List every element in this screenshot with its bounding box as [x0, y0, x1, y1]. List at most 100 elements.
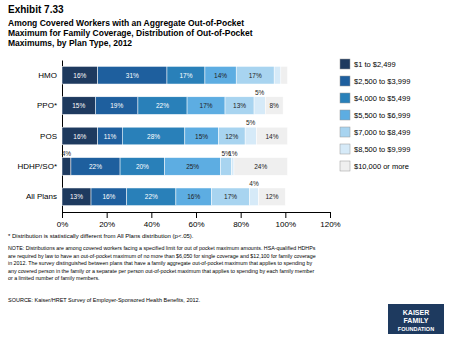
legend-swatch — [340, 110, 350, 120]
y-tick-label: All Plans — [26, 192, 57, 201]
data-labels: 13% 4% 16% 15% 16% 16% 22% 11% 19% 31% 22% 20% 28% 22… — [62, 72, 279, 201]
bar-segment — [256, 127, 287, 145]
y-tick: HMO — [38, 71, 62, 80]
data-label: 5% — [246, 119, 256, 126]
data-label: 15% — [195, 133, 208, 140]
legend-item: $10,000 or more — [340, 161, 409, 171]
x-tick: 20% — [99, 212, 115, 229]
legend-label: $7,000 to $8,499 — [354, 128, 410, 137]
data-label: 13% — [70, 193, 83, 200]
data-label: 8% — [269, 102, 279, 109]
data-label: 16% — [73, 72, 86, 79]
bar-segment — [167, 66, 205, 84]
bar-segment — [274, 66, 281, 84]
data-label: 25% — [186, 163, 199, 170]
bar-segment — [122, 127, 185, 145]
y-tick-label: HMO — [38, 71, 57, 80]
legend: $1 to $2,499$2,500 to $3,999$4,000 to $5… — [340, 59, 410, 171]
bar-segment — [91, 188, 127, 206]
bar-segment — [236, 66, 274, 84]
bar-segment — [127, 188, 176, 206]
data-label: 19% — [110, 102, 123, 109]
data-label: 16% — [187, 193, 200, 200]
legend-label: $2,500 to $3,999 — [354, 77, 410, 86]
y-tick: All Plans — [26, 192, 62, 201]
bar-segment — [98, 66, 167, 84]
x-axis: 0%20%40%60%80%100%120% — [57, 212, 341, 229]
data-label: 20% — [136, 163, 149, 170]
x-tick-mark — [196, 212, 197, 218]
data-label: 22% — [156, 102, 169, 109]
bar-segment — [259, 188, 286, 206]
footnote: NOTE: Distributions are among covered wo… — [8, 245, 316, 251]
bar-segment — [265, 97, 283, 115]
bar-segment — [232, 158, 234, 176]
x-tick-label: 100% — [276, 220, 296, 229]
legend-swatch — [340, 59, 350, 69]
title: Exhibit 7.33 — [8, 4, 64, 15]
series — [62, 66, 98, 205]
legend-item: $8,500 to $9,999 — [340, 144, 410, 154]
data-label: 16% — [73, 133, 86, 140]
x-tick: 60% — [188, 212, 204, 229]
legend-swatch — [340, 144, 350, 154]
bar-segment — [221, 158, 232, 176]
bar-segment — [234, 158, 288, 176]
series — [234, 66, 288, 205]
legend-swatch — [340, 127, 350, 137]
data-label: 12% — [265, 193, 278, 200]
y-tick-label: HDHP/SO* — [17, 162, 57, 171]
bar-segment — [250, 188, 259, 206]
bar-segment — [225, 97, 254, 115]
data-label: 11% — [104, 133, 117, 140]
bar-segment — [165, 158, 221, 176]
data-label: 1% — [228, 150, 238, 157]
x-tick: 120% — [320, 212, 340, 229]
data-label: 15% — [72, 102, 85, 109]
bar-segment — [98, 127, 123, 145]
x-tick-label: 40% — [144, 220, 160, 229]
chart: Exhibit 7.33 Among Covered Workers with a… — [0, 0, 450, 338]
bar-segment — [176, 188, 212, 206]
data-label: 5% — [255, 89, 265, 96]
subtitle: Maximums, by Plan Type, 2012 — [8, 38, 132, 48]
logo-text: FAMILY — [403, 317, 428, 324]
series — [71, 66, 167, 205]
data-label: 28% — [147, 133, 160, 140]
x-tick-label: 60% — [188, 220, 204, 229]
logo-text: KAISER — [403, 309, 429, 316]
x-tick-label: 120% — [320, 220, 340, 229]
bars — [62, 66, 288, 205]
y-axis: All Plans HDHP/SO* POS PPO* HMO — [17, 61, 62, 213]
data-label: 17% — [249, 72, 262, 79]
data-label: 22% — [145, 193, 158, 200]
legend-label: $8,500 to $9,999 — [354, 145, 410, 154]
bar-segment — [62, 97, 96, 115]
x-tick-label: 20% — [99, 220, 115, 229]
footnote: or a limited number of family members. — [8, 275, 100, 281]
bar-segment — [62, 158, 71, 176]
bar-segment — [120, 158, 165, 176]
logo-text: FOUNDATION — [398, 326, 434, 332]
data-label: 22% — [89, 163, 102, 170]
footnote: SOURCE: Kaiser/HRET Survey of Employer-S… — [8, 297, 201, 303]
bar-segment — [62, 188, 91, 206]
legend-item: $4,000 to $5,499 — [340, 93, 410, 103]
x-tick: 100% — [276, 212, 296, 229]
data-label: 4% — [249, 180, 259, 187]
x-tick-mark — [241, 212, 242, 218]
bar-segment — [218, 127, 245, 145]
legend-swatch — [340, 161, 350, 171]
bar-segment — [185, 127, 219, 145]
y-tick-label: PPO* — [37, 101, 57, 110]
legend-item: $5,500 to $6,999 — [340, 110, 410, 120]
data-label: 13% — [233, 102, 246, 109]
y-tick: PPO* — [37, 101, 62, 110]
data-label: 31% — [126, 72, 139, 79]
y-tick-label: POS — [40, 132, 57, 141]
subtitle: Among Covered Workers with an Aggregate … — [8, 18, 244, 28]
data-label: 16% — [102, 193, 115, 200]
bar-segment — [245, 127, 256, 145]
data-label: 17% — [179, 72, 192, 79]
legend-label: $5,500 to $6,999 — [354, 111, 410, 120]
